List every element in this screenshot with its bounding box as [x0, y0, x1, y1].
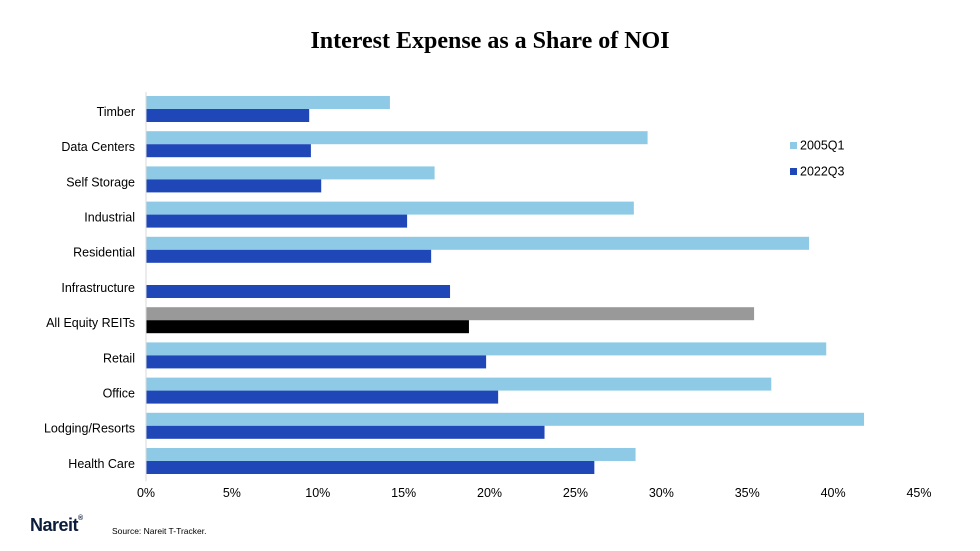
bars-group [146, 96, 865, 474]
x-tick-label: 20% [477, 486, 502, 500]
x-tick-label: 5% [223, 486, 241, 500]
x-tick-label: 10% [305, 486, 330, 500]
category-label-data-centers: Data Centers [61, 140, 135, 154]
bar-timber-2005q1 [146, 96, 390, 109]
bar-residential-2005q1 [146, 236, 810, 250]
category-label-infrastructure: Infrastructure [61, 281, 135, 295]
bar-residential-2022q3 [146, 249, 432, 263]
category-label-all-equity-reits: All Equity REITs [46, 316, 135, 330]
bar-industrial-2022q3 [146, 214, 408, 228]
bar-retail-2005q1 [146, 342, 827, 356]
source-note: Source: Nareit T-Tracker. [112, 526, 207, 536]
bar-lodging-resorts-2005q1 [146, 412, 865, 426]
category-label-industrial: Industrial [84, 210, 135, 224]
bar-data-centers-2005q1 [146, 131, 648, 145]
x-tick-labels: 0% 5% 10% 15% 20% 25% 30% 35% 40% 45% [137, 486, 932, 500]
legend-label-2022q3: 2022Q3 [800, 164, 845, 178]
category-labels: Timber Data Centers Self Storage Industrial… [44, 105, 135, 471]
bar-office-2022q3 [146, 390, 499, 404]
x-tick-label: 40% [821, 486, 846, 500]
bar-infrastructure-2022q3 [146, 285, 451, 298]
bar-all-equity-reits-2005q1 [146, 307, 755, 321]
category-label-lodging-resorts: Lodging/Resorts [44, 422, 135, 436]
bar-timber-2022q3 [146, 109, 310, 122]
category-label-retail: Retail [103, 351, 135, 365]
bar-health-care-2022q3 [146, 461, 595, 474]
bar-self-storage-2022q3 [146, 179, 322, 193]
chart-title: Interest Expense as a Share of NOI [310, 28, 670, 54]
bar-health-care-2005q1 [146, 448, 636, 461]
legend-swatch-2005q1 [790, 142, 797, 149]
bar-data-centers-2022q3 [146, 144, 311, 158]
x-tick-label: 45% [906, 486, 931, 500]
x-tick-label: 35% [735, 486, 760, 500]
category-label-self-storage: Self Storage [66, 175, 135, 189]
bar-all-equity-reits-2022q3 [146, 320, 469, 334]
nareit-logo: Nareit® [30, 515, 83, 535]
legend-label-2005q1: 2005Q1 [800, 138, 845, 152]
legend-swatch-2022q3 [790, 168, 797, 175]
bar-office-2005q1 [146, 377, 772, 391]
legend: 2005Q1 2022Q3 [790, 138, 845, 178]
bar-retail-2022q3 [146, 355, 487, 369]
x-tick-label: 30% [649, 486, 674, 500]
category-label-health-care: Health Care [68, 457, 135, 471]
category-label-residential: Residential [73, 246, 135, 260]
bar-industrial-2005q1 [146, 201, 634, 215]
x-tick-label: 15% [391, 486, 416, 500]
category-label-office: Office [103, 386, 135, 400]
bar-self-storage-2005q1 [146, 166, 435, 180]
x-tick-label: 25% [563, 486, 588, 500]
category-label-timber: Timber [97, 105, 135, 119]
bar-lodging-resorts-2022q3 [146, 425, 545, 439]
x-tick-label: 0% [137, 486, 155, 500]
